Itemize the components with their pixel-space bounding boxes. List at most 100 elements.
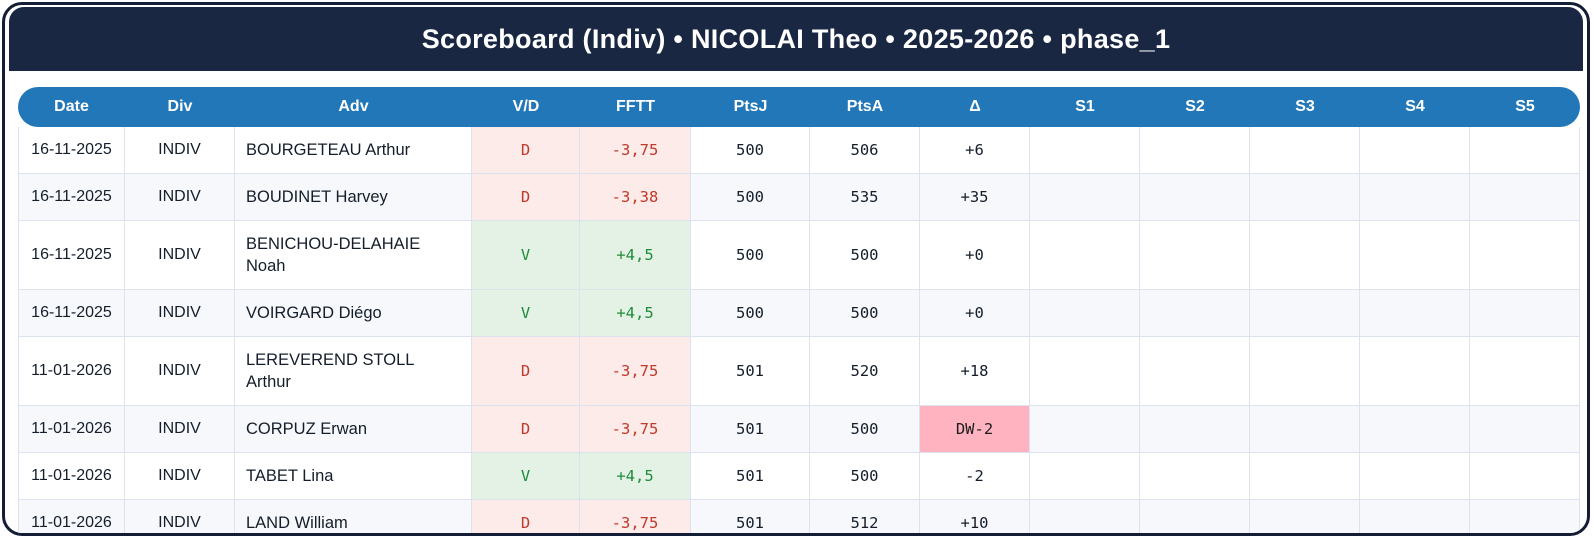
cell-date: 16-11-2025 [18,174,125,221]
column-header-s2: S2 [1140,87,1250,127]
cell-adversary: BOUDINET Harvey [235,174,472,221]
cell-adversary: TABET Lina [235,453,472,500]
column-header-delta: Δ [920,87,1030,127]
column-header-ptsj: PtsJ [691,87,810,127]
cell-date: 11-01-2026 [18,453,125,500]
cell-division: INDIV [125,127,235,174]
cell-win-loss: D [472,174,580,221]
table-row: 16-11-2025 INDIV VOIRGARD Diégo V +4,5 500 500… [18,290,1580,337]
table-row: 16-11-2025 INDIV BOURGETEAU Arthur D -3,75 50… [18,127,1580,174]
cell-fftt-points: +4,5 [580,453,691,500]
cell-adversary: CORPUZ Erwan [235,406,472,453]
column-header-fftt: FFTT [580,87,691,127]
cell-adversary-points: 512 [810,500,920,533]
cell-set2 [1140,453,1250,500]
cell-fftt-points: -3,75 [580,406,691,453]
cell-set1 [1030,290,1140,337]
table-body: 16-11-2025 INDIV BOURGETEAU Arthur D -3,75 50… [18,127,1580,533]
cell-set3 [1250,221,1360,290]
cell-player-points: 500 [691,290,810,337]
cell-set3 [1250,453,1360,500]
cell-set5 [1470,290,1580,337]
cell-delta: DW-2 [920,406,1030,453]
cell-set1 [1030,337,1140,406]
cell-adversary: BENICHOU-DELAHAIE Noah [235,221,472,290]
cell-set3 [1250,337,1360,406]
cell-win-loss: V [472,221,580,290]
cell-set5 [1470,174,1580,221]
cell-player-points: 501 [691,500,810,533]
cell-adversary: BOURGETEAU Arthur [235,127,472,174]
table-row: 11-01-2026 INDIV LAND William D -3,75 501 512 +… [18,500,1580,533]
cell-division: INDIV [125,453,235,500]
cell-set2 [1140,337,1250,406]
cell-win-loss: V [472,290,580,337]
cell-date: 16-11-2025 [18,290,125,337]
cell-set2 [1140,174,1250,221]
cell-division: INDIV [125,221,235,290]
cell-adversary-points: 520 [810,337,920,406]
column-header-adv: Adv [235,87,472,127]
cell-date: 11-01-2026 [18,500,125,533]
cell-player-points: 501 [691,337,810,406]
cell-set2 [1140,500,1250,533]
cell-set3 [1250,500,1360,533]
cell-win-loss: V [472,453,580,500]
cell-fftt-points: -3,75 [580,500,691,533]
cell-delta: +35 [920,174,1030,221]
cell-set1 [1030,406,1140,453]
cell-delta: +0 [920,290,1030,337]
cell-adversary-points: 500 [810,453,920,500]
cell-player-points: 500 [691,127,810,174]
cell-set2 [1140,406,1250,453]
cell-set4 [1360,500,1470,533]
results-table-container: Date Div Adv V/D FFTT PtsJ PtsA Δ S1 S2 S3 S4 S5 16-… [18,87,1580,533]
cell-set5 [1470,221,1580,290]
cell-fftt-points: -3,38 [580,174,691,221]
cell-set5 [1470,453,1580,500]
cell-division: INDIV [125,406,235,453]
cell-adversary-points: 500 [810,221,920,290]
cell-player-points: 500 [691,221,810,290]
cell-delta: +18 [920,337,1030,406]
cell-set3 [1250,406,1360,453]
cell-delta: -2 [920,453,1030,500]
cell-set4 [1360,290,1470,337]
cell-delta: +0 [920,221,1030,290]
cell-fftt-points: +4,5 [580,290,691,337]
cell-win-loss: D [472,337,580,406]
cell-delta: +10 [920,500,1030,533]
cell-set1 [1030,221,1140,290]
cell-adversary: VOIRGARD Diégo [235,290,472,337]
cell-set4 [1360,127,1470,174]
cell-set5 [1470,127,1580,174]
table-row: 11-01-2026 INDIV TABET Lina V +4,5 501 500 -2 [18,453,1580,500]
cell-delta: +6 [920,127,1030,174]
table-row: 11-01-2026 INDIV CORPUZ Erwan D -3,75 501 500 D… [18,406,1580,453]
table-row: 16-11-2025 INDIV BOUDINET Harvey D -3,38 500 5… [18,174,1580,221]
cell-set2 [1140,221,1250,290]
cell-fftt-points: +4,5 [580,221,691,290]
cell-fftt-points: -3,75 [580,337,691,406]
column-header-s5: S5 [1470,87,1580,127]
cell-adversary-points: 500 [810,406,920,453]
cell-adversary-points: 535 [810,174,920,221]
cell-player-points: 501 [691,453,810,500]
column-header-div: Div [125,87,235,127]
cell-win-loss: D [472,127,580,174]
cell-set4 [1360,453,1470,500]
column-header-s4: S4 [1360,87,1470,127]
cell-set4 [1360,221,1470,290]
cell-set4 [1360,174,1470,221]
cell-adversary-points: 500 [810,290,920,337]
cell-set1 [1030,500,1140,533]
cell-division: INDIV [125,337,235,406]
cell-set5 [1470,406,1580,453]
cell-set4 [1360,406,1470,453]
column-header-vd: V/D [472,87,580,127]
cell-set1 [1030,174,1140,221]
cell-set2 [1140,127,1250,174]
column-header-s3: S3 [1250,87,1360,127]
cell-date: 11-01-2026 [18,337,125,406]
